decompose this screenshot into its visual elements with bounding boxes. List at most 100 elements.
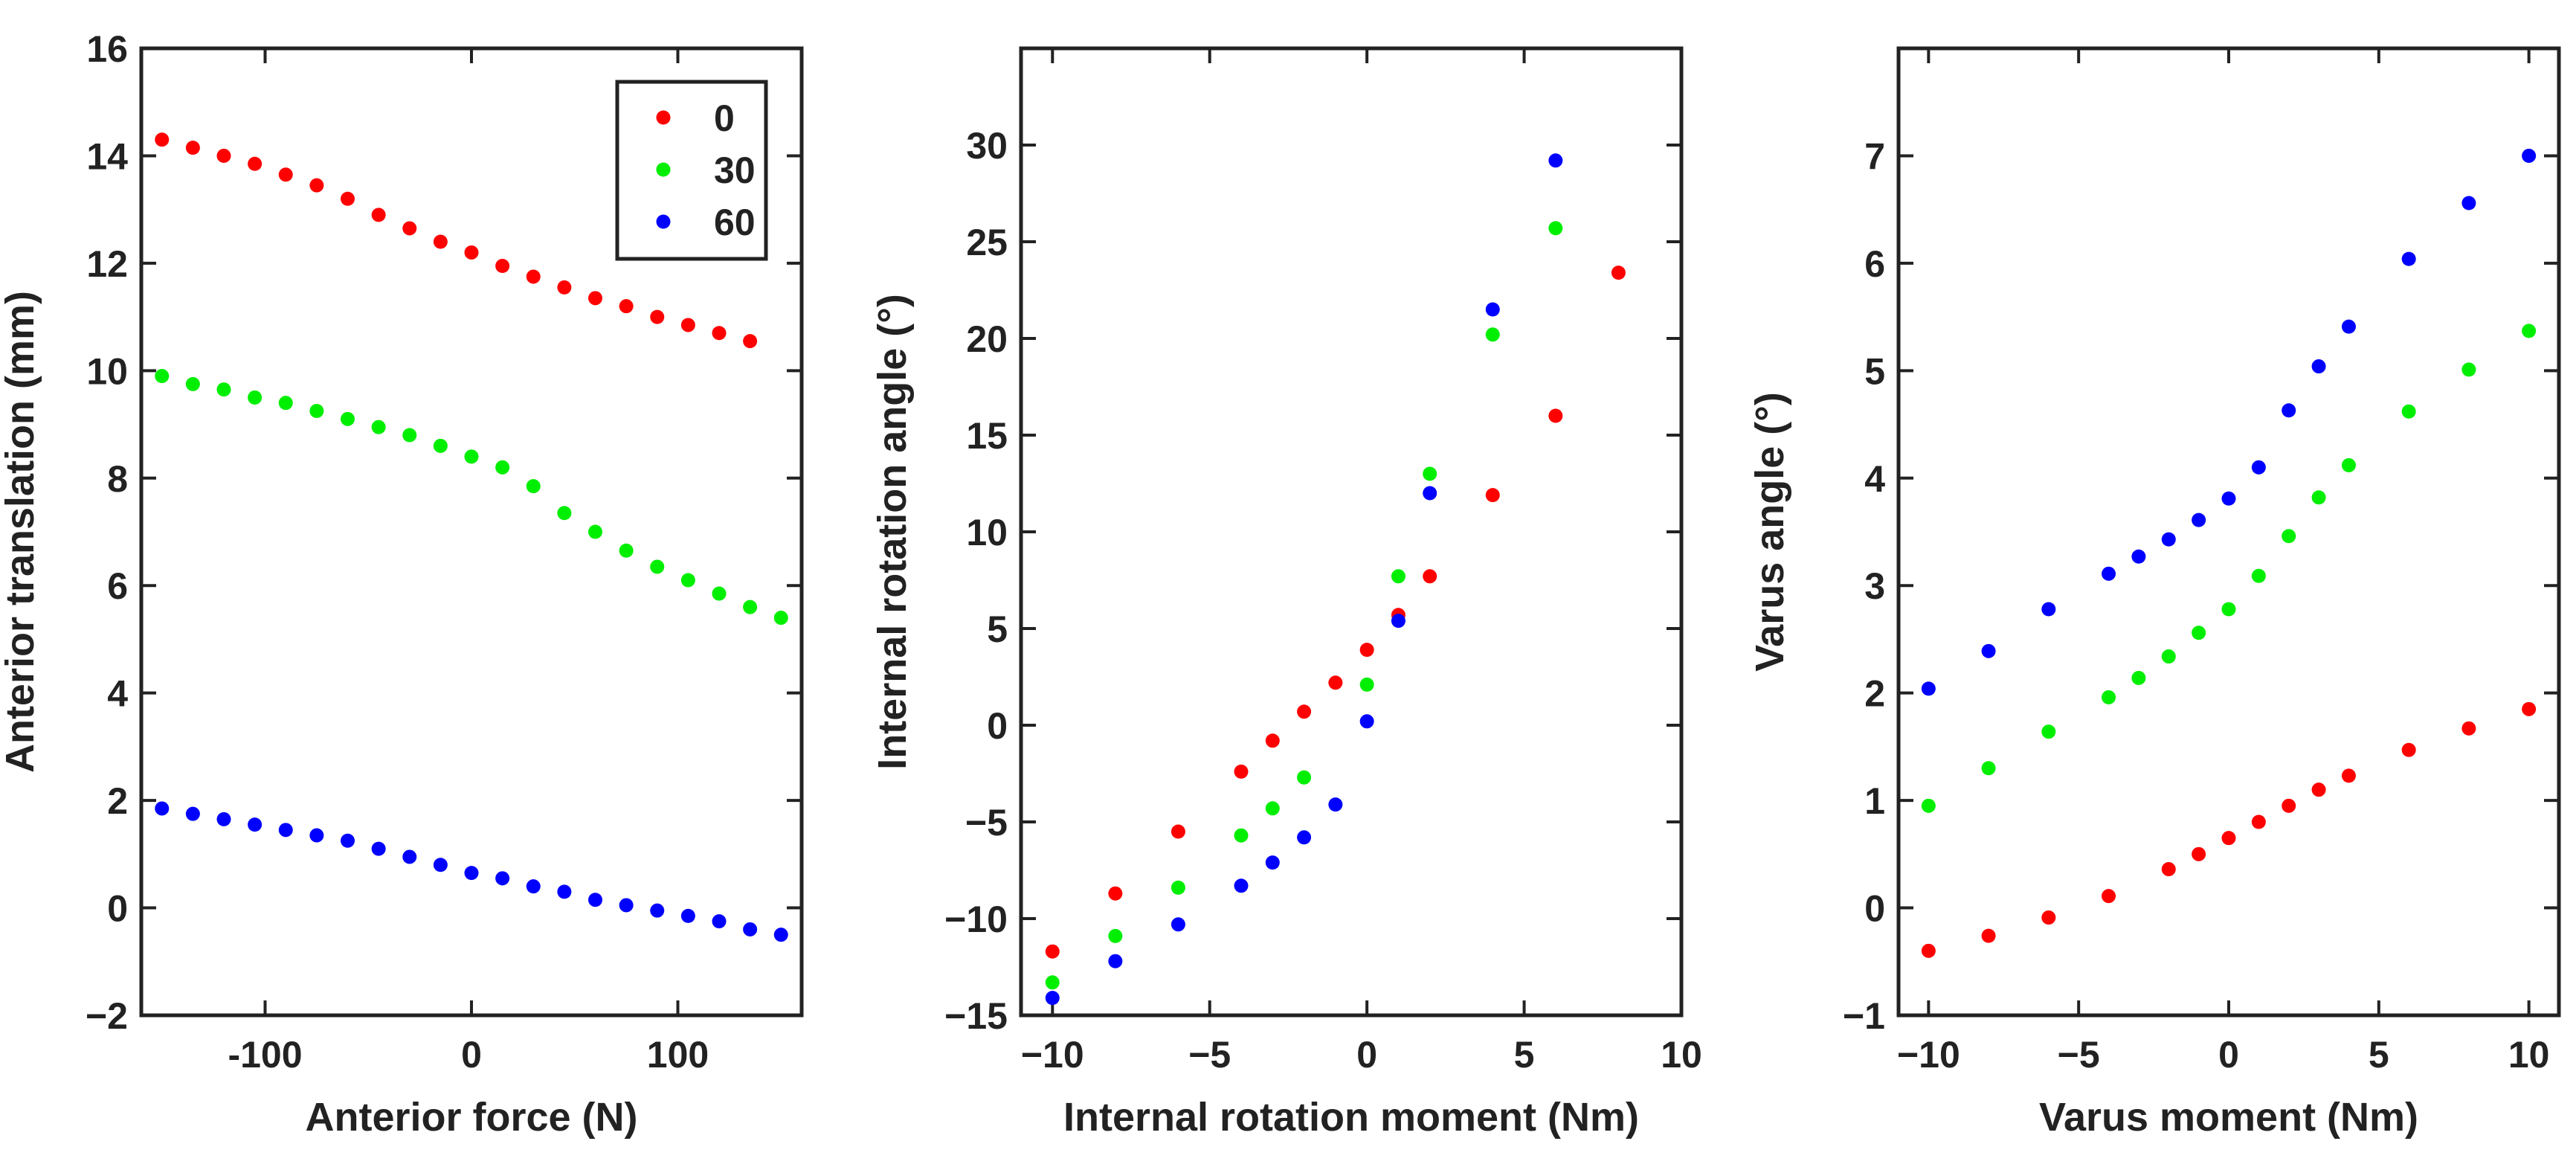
data-point-series-0 — [743, 334, 758, 349]
y-tick-label: 25 — [966, 222, 1008, 263]
legend: 0 30 60 — [615, 80, 768, 261]
data-point-series-0 — [712, 326, 727, 341]
data-point-series-60 — [495, 871, 510, 886]
data-point-series-30 — [1045, 975, 1060, 990]
data-point-series-30 — [2461, 362, 2476, 377]
data-point-series-30 — [2311, 490, 2326, 505]
y-tick-label: −5 — [965, 802, 1008, 843]
data-point-series-30 — [2282, 529, 2296, 544]
data-point-series-0 — [2102, 889, 2116, 904]
data-point-series-0 — [2161, 862, 2176, 877]
data-point-series-60 — [2401, 251, 2416, 266]
data-point-series-30 — [526, 479, 541, 494]
data-point-series-60 — [2192, 512, 2206, 527]
data-point-series-0 — [2311, 782, 2326, 797]
data-point-series-60 — [2282, 403, 2296, 418]
x-tick-label: 10 — [1661, 1034, 1702, 1076]
legend-box — [615, 80, 768, 261]
data-point-series-0 — [1234, 764, 1249, 779]
data-point-series-0 — [1108, 886, 1123, 901]
data-point-series-30 — [371, 420, 386, 434]
data-point-series-0 — [2041, 910, 2056, 925]
data-point-series-60 — [1548, 153, 1563, 168]
data-point-series-60 — [2221, 491, 2236, 506]
y-tick-label: 20 — [966, 318, 1008, 360]
data-point-series-60 — [2131, 549, 2146, 564]
data-point-series-30 — [1171, 880, 1185, 895]
data-point-series-0 — [248, 156, 263, 171]
data-point-series-0 — [2341, 768, 2356, 783]
y-tick-label: 16 — [86, 28, 128, 70]
x-tick-label: 100 — [647, 1034, 709, 1076]
data-point-series-30 — [2192, 626, 2206, 640]
legend-label: 0 — [714, 97, 735, 139]
x-axis-label: Anterior force (N) — [305, 1095, 637, 1140]
data-point-series-60 — [1108, 954, 1123, 968]
x-tick-label: −5 — [2058, 1034, 2100, 1076]
plot-frame — [1896, 46, 2561, 1018]
data-point-series-0 — [1359, 643, 1374, 658]
data-point-series-60 — [1265, 855, 1280, 870]
data-point-series-30 — [2131, 670, 2146, 685]
data-point-series-30 — [1108, 928, 1123, 943]
data-point-series-60 — [1297, 830, 1312, 845]
x-axis-label: Internal rotation moment (Nm) — [1063, 1095, 1639, 1140]
data-point-series-60 — [248, 817, 263, 832]
data-point-series-60 — [216, 812, 231, 826]
x-tick-label: −10 — [1897, 1034, 1960, 1076]
data-point-series-0 — [619, 299, 634, 314]
data-point-series-60 — [526, 879, 541, 894]
data-point-series-30 — [495, 460, 510, 475]
data-point-series-0 — [1548, 408, 1563, 423]
data-point-series-30 — [464, 449, 479, 464]
data-point-series-30 — [1423, 466, 1437, 481]
y-tick-label: 6 — [107, 565, 128, 607]
data-point-series-30 — [650, 559, 665, 574]
y-tick-label: 10 — [966, 512, 1008, 553]
data-point-series-30 — [1485, 327, 1500, 342]
data-point-series-0 — [1171, 824, 1185, 839]
data-point-series-30 — [712, 586, 727, 601]
legend-marker — [656, 162, 671, 177]
y-tick-label: 5 — [987, 608, 1008, 650]
data-point-series-30 — [1297, 770, 1312, 785]
data-point-series-60 — [588, 893, 602, 907]
x-tick-label: 0 — [461, 1034, 482, 1076]
data-point-series-0 — [1045, 944, 1060, 959]
data-point-series-0 — [2461, 721, 2476, 736]
data-point-series-60 — [1234, 878, 1249, 893]
x-tick-label: −10 — [1021, 1034, 1084, 1076]
plot-frame — [1019, 46, 1684, 1018]
data-point-series-30 — [2041, 724, 2056, 739]
data-point-series-30 — [402, 428, 417, 443]
data-point-series-30 — [2102, 690, 2116, 704]
y-tick-label: 2 — [107, 780, 128, 822]
data-point-series-60 — [371, 841, 386, 856]
y-tick-label: 3 — [1864, 565, 1885, 607]
data-point-series-0 — [185, 141, 200, 155]
data-point-series-0 — [341, 191, 355, 206]
data-point-series-0 — [1328, 675, 1343, 690]
data-point-series-0 — [1981, 928, 1996, 943]
data-point-series-0 — [2251, 814, 2266, 829]
x-tick-label: 10 — [2508, 1034, 2550, 1076]
data-point-series-60 — [1328, 797, 1343, 812]
data-point-series-0 — [588, 291, 602, 306]
data-point-series-30 — [619, 543, 634, 558]
data-point-series-0 — [1611, 266, 1626, 280]
data-point-series-30 — [185, 376, 200, 391]
y-tick-label: 14 — [86, 135, 128, 177]
data-point-series-0 — [526, 269, 541, 284]
y-tick-label: 5 — [1864, 350, 1885, 392]
data-point-series-60 — [650, 903, 665, 918]
data-point-series-60 — [2461, 196, 2476, 211]
data-point-series-0 — [495, 259, 510, 273]
y-tick-label: 4 — [107, 673, 128, 715]
x-tick-label: -100 — [228, 1034, 302, 1076]
data-point-series-30 — [2401, 404, 2416, 419]
data-point-series-60 — [1359, 714, 1374, 729]
data-point-series-0 — [2282, 798, 2296, 813]
x-axis-label: Varus moment (Nm) — [2039, 1095, 2418, 1140]
y-tick-label: 0 — [987, 705, 1008, 747]
